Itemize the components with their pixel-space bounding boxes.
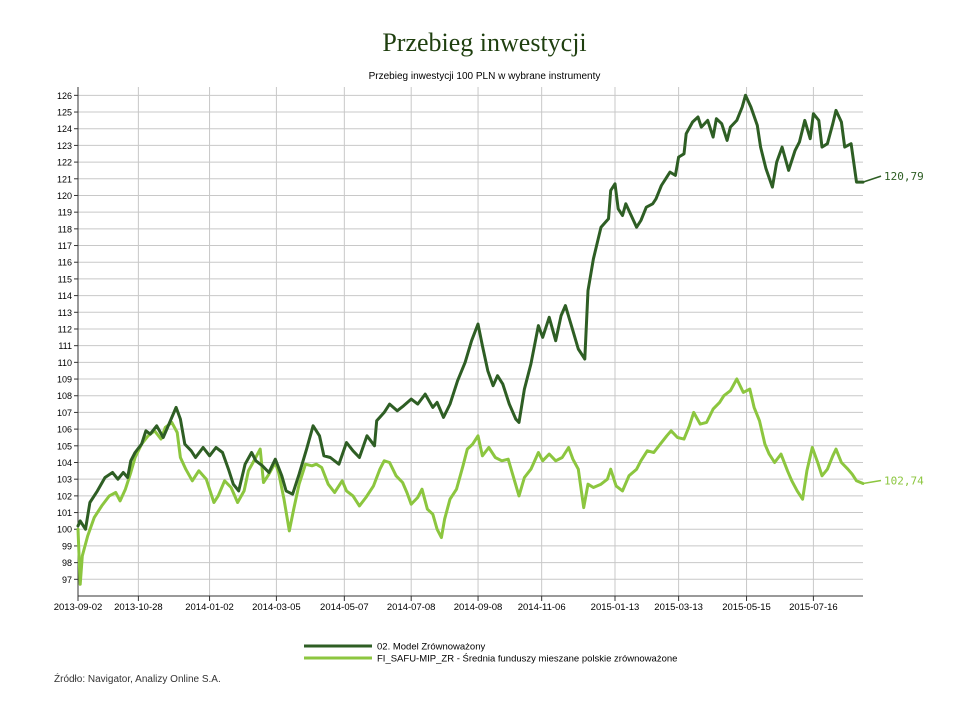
y-tick-label: 110	[58, 358, 72, 368]
x-tick-label: 2014-01-02	[185, 602, 234, 613]
x-tick-label: 2015-07-16	[789, 602, 838, 613]
end-value-label: 102,74	[884, 475, 924, 488]
x-tick-label: 2015-01-13	[591, 602, 640, 613]
y-tick-label: 121	[57, 174, 72, 184]
y-tick-label: 115	[58, 274, 72, 284]
x-tick-label: 2013-10-28	[114, 602, 163, 613]
end-label-leader	[862, 175, 882, 183]
x-tick-label: 2013-09-02	[54, 602, 103, 613]
y-tick-label: 124	[57, 124, 72, 134]
y-tick-label: 108	[57, 391, 72, 401]
y-tick-label: 106	[57, 425, 72, 435]
end-label-layer: 120,79 102,74	[862, 170, 924, 488]
y-tick-label: 120	[57, 191, 72, 201]
grid-layer	[77, 86, 864, 597]
chart-title: Przebieg inwestycji 100 PLN w wybrane in…	[368, 71, 601, 82]
y-tick-label: 118	[58, 224, 72, 234]
legend-label: FI_SAFU-MIP_ZR - Średnia funduszy miesza…	[377, 653, 677, 665]
y-tick-label: 112	[58, 324, 72, 334]
y-tick-label: 122	[57, 158, 72, 168]
x-tick-label: 2014-05-07	[320, 602, 369, 613]
y-tick-label: 126	[57, 91, 72, 101]
y-tick-label: 123	[57, 141, 72, 151]
y-tick-label: 111	[58, 341, 72, 351]
y-tick-label: 105	[57, 441, 72, 451]
y-tick-label: 104	[57, 458, 72, 468]
y-tick-label: 119	[58, 208, 72, 218]
x-tick-label: 2015-03-13	[654, 602, 703, 613]
x-tick-label: 2014-03-05	[252, 602, 301, 613]
page-title: Przebieg inwestycji	[382, 28, 587, 57]
y-tick-label: 113	[58, 308, 72, 318]
y-tick-label: 114	[58, 291, 72, 301]
y-tick-label: 125	[57, 108, 72, 118]
y-tick-label: 103	[57, 475, 72, 485]
y-tick-label: 117	[58, 241, 72, 251]
y-tick-label: 100	[57, 525, 72, 535]
y-tick-label: 107	[57, 408, 72, 418]
y-tick-label: 97	[62, 575, 72, 585]
y-tick-label: 109	[57, 375, 72, 385]
y-tick-label: 116	[58, 258, 72, 268]
y-tick-label: 101	[57, 508, 72, 518]
end-label-leader	[862, 479, 882, 485]
x-tick-label: 2015-05-15	[722, 602, 771, 613]
series-line-1	[76, 93, 865, 531]
legend-label: 02. Model Zrównoważony	[377, 642, 485, 653]
axis-layer: 97 98 99 100 101 102 103 104 105 106 107 108 109 110 1…	[54, 87, 863, 613]
x-tick-label: 2014-11-06	[518, 602, 566, 613]
x-tick-label: 2014-07-08	[387, 602, 436, 613]
series-line-2	[76, 377, 865, 586]
y-tick-label: 102	[57, 491, 72, 501]
y-tick-label: 98	[62, 558, 72, 568]
series-layer	[76, 93, 865, 586]
y-tick-label: 99	[62, 541, 72, 551]
source-note: Źródło: Navigator, Analizy Online S.A.	[54, 674, 221, 685]
x-tick-label: 2014-09-08	[454, 602, 503, 613]
end-value-label: 120,79	[884, 170, 924, 183]
